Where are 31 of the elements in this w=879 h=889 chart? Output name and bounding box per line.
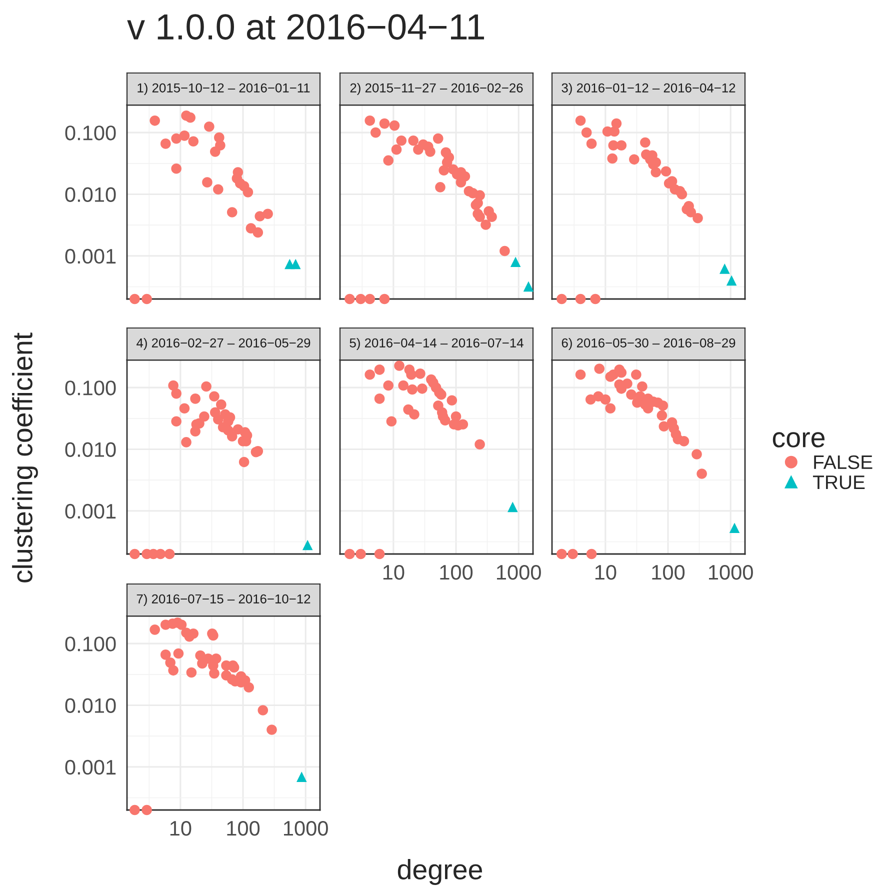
legend-title: core [772,432,825,448]
legend-label: TRUE [812,476,865,490]
x-tick-label: 1000 [284,820,328,836]
x-tick-label: 100 [227,820,260,836]
y-tick-label: 0.100 [65,380,116,396]
y-tick-label: 0.100 [65,636,116,652]
chart-subtitle: 7) 2016−07−15 – 2016−10−12 [136,594,310,606]
chart-subtitle: 4) 2016−02−27 – 2016−05−29 [136,338,310,350]
x-tick-label: 10 [170,820,192,836]
x-axis-title: degree [398,859,482,885]
y-axis-title: clustering coefficient [12,332,38,582]
chart-subtitle: 5) 2016−04−14 – 2016−07−14 [350,338,524,350]
y-tick-label: 0.001 [65,504,116,519]
x-tick-label: 1000 [709,564,753,580]
x-tick-label: 100 [652,564,685,580]
x-tick-label: 1000 [497,564,541,580]
y-tick-label: 0.001 [65,248,116,264]
y-tick-label: 0.010 [65,698,116,713]
y-tick-label: 0.100 [65,126,116,140]
chart-subtitle: 6) 2016−05−30 – 2016−08−29 [562,338,736,350]
legend-label: FALSE [814,455,872,470]
chart-subtitle: 1) 2015−10−12 – 2016−01−11 [138,82,310,96]
y-tick-label: 0.010 [65,442,116,457]
x-tick-label: 100 [440,564,473,580]
chart-title: v 1.0.0 at 2016−04−11 [127,14,484,40]
y-tick-label: 0.010 [65,187,116,202]
x-tick-label: 10 [595,564,616,580]
chart-subtitle: 2) 2015−11−27 – 2016−02−26 [350,82,523,96]
chart-subtitle: 3) 2016−01−12 – 2016−04−12 [562,82,736,96]
x-tick-label: 10 [383,564,404,580]
y-tick-label: 0.001 [65,760,116,775]
